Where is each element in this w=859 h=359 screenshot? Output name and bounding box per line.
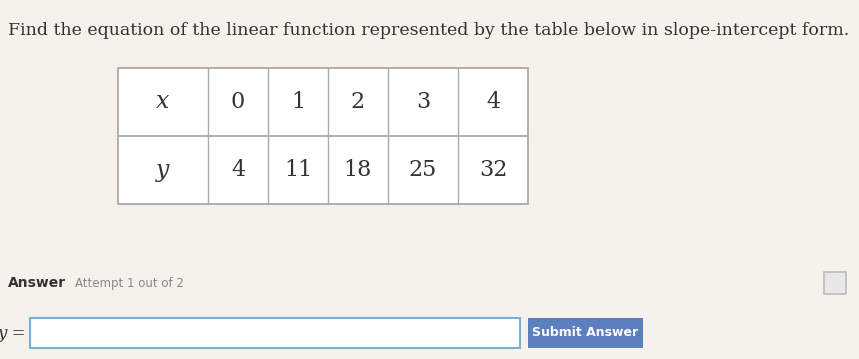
Text: 4: 4: [231, 159, 245, 181]
Text: Submit Answer: Submit Answer: [533, 326, 638, 340]
Bar: [824, 272, 846, 294]
Text: Answer: Answer: [8, 276, 66, 290]
Text: 25: 25: [409, 159, 437, 181]
Text: 1: 1: [291, 91, 305, 113]
Text: 11: 11: [283, 159, 312, 181]
Text: 2: 2: [351, 91, 365, 113]
Bar: [30, 318, 520, 348]
Text: 3: 3: [416, 91, 430, 113]
Text: y =: y =: [0, 325, 26, 341]
Text: 4: 4: [486, 91, 500, 113]
Text: 18: 18: [344, 159, 372, 181]
Text: x: x: [156, 90, 170, 113]
Text: Find the equation of the linear function represented by the table below in slope: Find the equation of the linear function…: [8, 22, 850, 39]
Text: 32: 32: [478, 159, 507, 181]
Text: y: y: [156, 159, 170, 182]
Bar: [118, 68, 528, 204]
Text: Attempt 1 out of 2: Attempt 1 out of 2: [75, 276, 184, 289]
Text: 0: 0: [231, 91, 245, 113]
Bar: [528, 318, 643, 348]
